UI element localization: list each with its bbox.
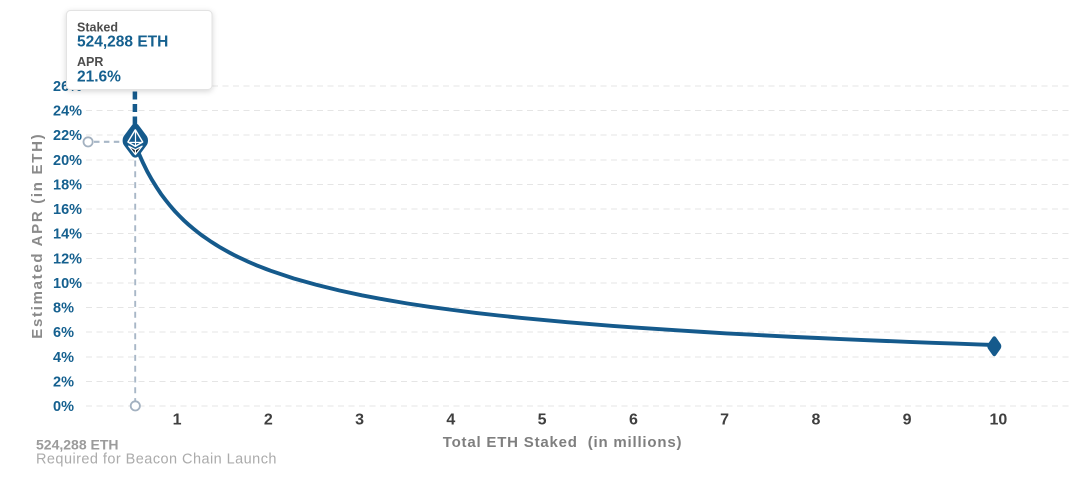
svg-text:21.6%: 21.6%: [77, 68, 121, 85]
svg-text:3: 3: [355, 412, 364, 429]
svg-text:22%: 22%: [53, 128, 82, 144]
svg-text:14%: 14%: [53, 227, 82, 243]
svg-text:Required for Beacon Chain Laun: Required for Beacon Chain Launch: [36, 452, 277, 468]
svg-text:2%: 2%: [53, 374, 74, 390]
svg-text:Total ETH Staked (in millions: Total ETH Staked (in millions): [443, 434, 683, 451]
svg-text:9: 9: [903, 412, 912, 429]
svg-text:1: 1: [173, 412, 182, 429]
svg-text:7: 7: [720, 412, 729, 429]
svg-text:2: 2: [264, 412, 273, 429]
svg-text:18%: 18%: [53, 178, 82, 194]
svg-text:10%: 10%: [53, 276, 82, 292]
svg-text:APR: APR: [77, 55, 103, 69]
svg-text:10: 10: [990, 412, 1008, 429]
svg-text:4: 4: [446, 412, 455, 429]
svg-text:6%: 6%: [53, 325, 74, 341]
svg-text:16%: 16%: [53, 202, 82, 218]
svg-text:Staked: Staked: [77, 21, 118, 35]
svg-text:Estimated APR (in ETH): Estimated APR (in ETH): [29, 133, 46, 339]
svg-text:0%: 0%: [53, 399, 74, 415]
svg-text:8%: 8%: [53, 301, 74, 317]
svg-text:524,288 ETH: 524,288 ETH: [36, 436, 119, 452]
svg-text:12%: 12%: [53, 251, 82, 267]
svg-text:20%: 20%: [53, 153, 82, 169]
svg-text:8: 8: [811, 412, 820, 429]
svg-text:4%: 4%: [53, 350, 74, 366]
svg-text:6: 6: [629, 412, 638, 429]
svg-text:524,288 ETH: 524,288 ETH: [77, 33, 168, 50]
svg-text:24%: 24%: [53, 104, 82, 120]
svg-text:5: 5: [538, 412, 547, 429]
